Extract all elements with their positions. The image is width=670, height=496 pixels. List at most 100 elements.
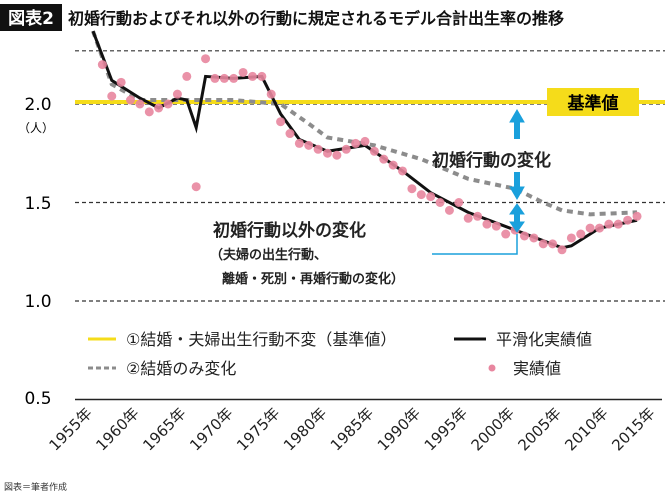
actual-point-2006 — [566, 233, 576, 243]
actual-point-1989 — [407, 184, 417, 194]
ytick-2.0: 2.0 — [24, 95, 51, 115]
xtick-label: 1985年 — [327, 404, 377, 454]
actual-point-2002 — [529, 233, 539, 243]
actual-point-1987 — [388, 160, 398, 170]
chart-title: 初婚行動およびそれ以外の行動に規定されるモデル合計出生率の推移 — [68, 9, 564, 28]
actual-point-1962 — [154, 103, 164, 113]
actual-point-1978 — [304, 140, 314, 150]
actual-point-1992 — [435, 198, 445, 207]
actual-point-1971 — [238, 67, 248, 77]
xtick-label: 1955年 — [45, 404, 95, 454]
xtick-label: 1960年 — [92, 404, 142, 454]
arrow-up-icon — [509, 109, 525, 123]
actual-point-1960 — [135, 99, 145, 109]
actual-point-1985 — [369, 146, 379, 156]
xtick-label: 1990年 — [374, 404, 424, 454]
actual-point-1972 — [247, 71, 257, 81]
actual-point-1959 — [126, 95, 136, 105]
legend-actual: 実績値 — [513, 359, 561, 378]
xtick-label: 2000年 — [468, 404, 518, 454]
actual-point-1961 — [144, 107, 154, 117]
legend-baseline: ①結婚・夫婦出生行動不変（基準値） — [126, 330, 396, 349]
actual-point-2008 — [585, 223, 595, 233]
series-marriage-only — [91, 30, 638, 217]
xtick-label: 1975年 — [233, 404, 283, 454]
actual-point-1958 — [116, 77, 126, 87]
actual-point-2001 — [519, 231, 529, 241]
actual-point-1979 — [313, 144, 323, 154]
legend: ①結婚・夫婦出生行動不変（基準値） 平滑化実績値 ②結婚のみ変化 実績値 — [88, 330, 592, 378]
legend-swatch-actual — [488, 364, 496, 372]
xtick-label: 1980年 — [280, 404, 330, 454]
actual-point-1975 — [276, 117, 286, 127]
actual-point-1993 — [444, 205, 454, 215]
actual-point-1982 — [341, 144, 351, 154]
actual-point-1983 — [351, 138, 361, 148]
other-change-sub1: （夫婦の出生行動、 — [210, 247, 327, 263]
first-marriage-label: 初婚行動の変化 — [432, 150, 551, 171]
arrow-down-icon — [509, 186, 525, 200]
actual-point-2011 — [613, 219, 623, 229]
actual-point-1977 — [294, 138, 304, 148]
y-unit: （人） — [18, 121, 54, 135]
actual-point-1965 — [182, 71, 192, 81]
xtick-label: 2010年 — [561, 404, 611, 454]
legend-marriage-only: ②結婚のみ変化 — [126, 359, 236, 378]
actual-point-1998 — [491, 221, 501, 231]
actual-point-1957 — [107, 91, 117, 101]
actual-point-1963 — [163, 99, 173, 109]
xtick-label: 2005年 — [514, 404, 564, 454]
actual-point-1968 — [210, 73, 220, 83]
actual-point-1984 — [360, 136, 370, 146]
actual-point-1976 — [285, 129, 295, 139]
ytick-1.0: 1.0 — [24, 292, 51, 312]
xtick-label: 2015年 — [608, 404, 658, 454]
actual-point-1964 — [172, 89, 182, 99]
title-badge: 図表2 — [8, 8, 54, 29]
arrow-up-shaft — [514, 121, 520, 139]
ytick-1.5: 1.5 — [24, 194, 51, 214]
actual-point-1990 — [416, 190, 426, 200]
actual-point-2004 — [548, 239, 558, 249]
actual-point-2007 — [576, 229, 586, 239]
double-arrow-shaft — [514, 213, 520, 223]
actual-point-1996 — [473, 211, 483, 221]
other-change-label: 初婚行動以外の変化 — [213, 220, 366, 241]
base-value-box — [547, 88, 639, 116]
actual-point-1973 — [257, 71, 267, 81]
actual-point-1991 — [426, 192, 436, 202]
connector-line — [432, 234, 518, 255]
actual-point-1980 — [323, 148, 332, 158]
actual-point-1970 — [229, 73, 239, 83]
double-arrow-down-icon — [509, 221, 525, 233]
actual-point-2009 — [595, 223, 605, 233]
actual-point-1956 — [97, 60, 107, 70]
footer-source: 図表＝筆者作成 — [4, 481, 67, 493]
actual-point-2003 — [538, 239, 548, 249]
actual-point-2005 — [557, 245, 567, 255]
actual-point-1966 — [191, 182, 201, 192]
actual-point-1981 — [332, 150, 342, 160]
xtick-label: 1995年 — [421, 404, 471, 454]
xtick-label: 1970年 — [186, 404, 236, 454]
xtick-label: 1965年 — [139, 404, 189, 454]
actual-point-2010 — [604, 219, 614, 229]
actual-point-1988 — [398, 166, 408, 176]
actual-point-1974 — [266, 89, 276, 99]
actual-point-1969 — [219, 73, 229, 83]
double-arrow-up-icon — [509, 203, 525, 215]
arrow-down-shaft — [514, 172, 520, 188]
actual-point-1967 — [201, 54, 211, 64]
base-value-label: 基準値 — [567, 93, 619, 114]
actual-point-1994 — [454, 198, 464, 207]
actual-point-1997 — [482, 219, 492, 229]
legend-smoothed: 平滑化実績値 — [496, 330, 592, 349]
ytick-0.5: 0.5 — [24, 389, 51, 409]
actual-point-1986 — [379, 154, 389, 164]
title-badge-bg — [0, 4, 62, 31]
actual-point-1995 — [463, 213, 473, 223]
actual-point-1999 — [501, 229, 511, 239]
other-change-sub2: 離婚・死別・再婚行動の変化） — [222, 271, 404, 287]
actual-point-2012 — [623, 215, 633, 225]
